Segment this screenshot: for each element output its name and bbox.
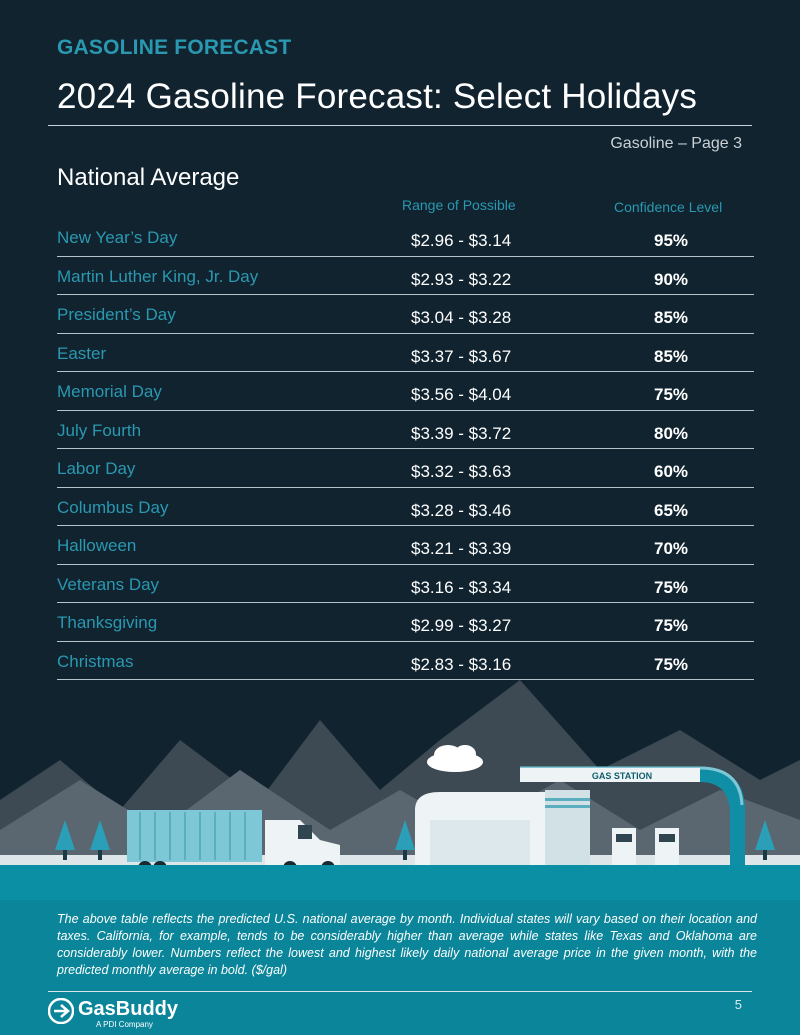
holiday-name: New Year’s Day xyxy=(57,228,178,247)
table-row: Thanksgiving $2.99 - $3.27 75% xyxy=(57,603,754,642)
footer-divider xyxy=(48,991,752,992)
confidence-level: 95% xyxy=(654,231,689,250)
tree-icon xyxy=(90,820,110,860)
confidence-level: 60% xyxy=(654,462,689,481)
gas-station-building: GAS STATION xyxy=(415,766,745,865)
holiday-name: President’s Day xyxy=(57,305,176,324)
table-row: Halloween $3.21 - $3.39 70% xyxy=(57,526,754,565)
page-label: Gasoline – Page 3 xyxy=(610,135,742,152)
brand-name: GasBuddy xyxy=(78,998,179,1020)
tree-icon xyxy=(395,820,415,860)
holiday-name: Martin Luther King, Jr. Day xyxy=(57,266,259,286)
price-range: $3.56 - $4.04 xyxy=(411,385,512,404)
holiday-name: Easter xyxy=(57,343,107,363)
column-header-confidence: Confidence Level xyxy=(614,199,723,215)
price-range: $3.04 - $3.28 xyxy=(411,308,512,327)
title-divider xyxy=(48,125,752,126)
footnote-band xyxy=(0,900,800,1035)
column-header-range: Range of Possible xyxy=(402,197,516,213)
confidence-level: 75% xyxy=(654,654,689,674)
truck-icon xyxy=(127,810,340,875)
tree-icon xyxy=(55,820,75,860)
table-row: Veterans Day $3.16 - $3.34 75% xyxy=(57,565,754,603)
price-range: $3.21 - $3.39 xyxy=(411,539,512,558)
holiday-name: Columbus Day xyxy=(57,497,169,517)
table-row: Columbus Day $3.28 - $3.46 65% xyxy=(57,488,754,526)
confidence-level: 85% xyxy=(654,346,689,366)
table-title: National Average xyxy=(57,164,240,191)
confidence-level: 80% xyxy=(654,423,689,443)
table-row: Easter $3.37 - $3.67 85% xyxy=(57,334,754,372)
page-number: 5 xyxy=(734,997,742,1012)
price-range: $3.28 - $3.46 xyxy=(411,500,512,520)
holiday-name: Halloween xyxy=(57,536,137,555)
table-row: New Year’s Day $2.96 - $3.14 95% xyxy=(57,218,754,257)
footnote-text: The above table reflects the predicted U… xyxy=(57,912,757,977)
confidence-level: 85% xyxy=(654,308,689,327)
table-row: Christmas $2.83 - $3.16 75% xyxy=(57,642,754,680)
price-range: $3.39 - $3.72 xyxy=(411,423,512,443)
table-row: July Fourth $3.39 - $3.72 80% xyxy=(57,411,754,449)
section-eyebrow: GASOLINE FORECAST xyxy=(57,36,292,59)
confidence-level: 65% xyxy=(654,500,689,520)
tree-icon xyxy=(755,820,775,860)
gasbuddy-logo-icon xyxy=(48,998,74,1024)
page-title: 2024 Gasoline Forecast: Select Holidays xyxy=(57,77,698,116)
holiday-name: July Fourth xyxy=(57,420,142,440)
confidence-level: 90% xyxy=(654,269,689,289)
table-row: Martin Luther King, Jr. Day $2.93 - $3.22… xyxy=(57,257,754,295)
confidence-level: 70% xyxy=(654,539,689,558)
confidence-level: 75% xyxy=(654,616,689,635)
station-sign-text: GAS STATION xyxy=(592,771,652,781)
holiday-name: Veterans Day xyxy=(57,574,160,594)
holiday-name: Labor Day xyxy=(57,459,136,478)
table-row: President’s Day $3.04 - $3.28 85% xyxy=(57,295,754,334)
table-row: Memorial Day $3.56 - $4.04 75% xyxy=(57,372,754,411)
confidence-level: 75% xyxy=(654,577,689,597)
gasbuddy-logo: GasBuddy A PDI Company xyxy=(48,996,208,1032)
price-range: $2.96 - $3.14 xyxy=(411,231,512,250)
table-row: Labor Day $3.32 - $3.63 60% xyxy=(57,449,754,488)
price-range: $2.83 - $3.16 xyxy=(411,654,512,674)
holiday-name: Memorial Day xyxy=(57,382,162,401)
cloud-icon xyxy=(427,745,483,772)
confidence-level: 75% xyxy=(654,385,689,404)
holiday-name: Thanksgiving xyxy=(57,613,158,632)
holiday-name: Christmas xyxy=(57,651,134,671)
forecast-table: New Year’s Day $2.96 - $3.14 95% Martin Lut… xyxy=(57,218,754,680)
brand-subtitle: A PDI Company xyxy=(96,1020,153,1029)
price-range: $2.93 - $3.22 xyxy=(411,269,512,289)
price-range: $3.37 - $3.67 xyxy=(411,346,512,366)
price-range: $3.16 - $3.34 xyxy=(411,577,512,597)
price-range: $2.99 - $3.27 xyxy=(411,616,512,635)
price-range: $3.32 - $3.63 xyxy=(411,462,512,481)
